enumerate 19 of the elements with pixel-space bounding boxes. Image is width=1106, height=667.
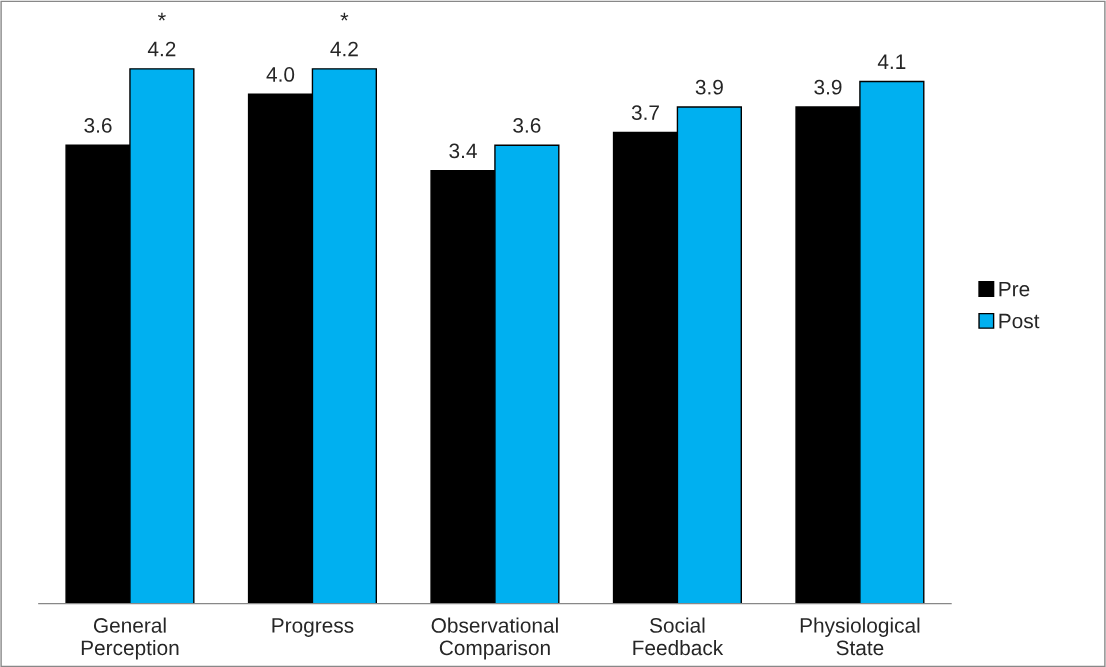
data-label: 3.9 [695,79,723,95]
annotation: * [340,12,349,21]
x-tick-label: Progress [272,618,354,637]
data-label: 4.0 [266,67,295,82]
legend-label: Pre [999,281,1030,297]
x-tick-label: Social Feedback [633,617,724,656]
data-label: 3.4 [449,143,477,159]
x-tick-label: General Perception [81,617,179,660]
data-label: 3.9 [814,79,842,95]
data-label: 4.1 [877,54,906,69]
annotation: * [157,12,166,21]
data-label: 3.6 [84,118,112,133]
legend-label: Post [999,313,1040,329]
x-tick-label: Observational Comparison [431,617,558,660]
x-tick-label: Physiological State [800,617,920,656]
data-label: 4.2 [330,41,358,57]
data-label: 3.6 [513,118,541,133]
data-label: 3.7 [631,105,659,121]
data-label: 4.2 [147,41,176,57]
